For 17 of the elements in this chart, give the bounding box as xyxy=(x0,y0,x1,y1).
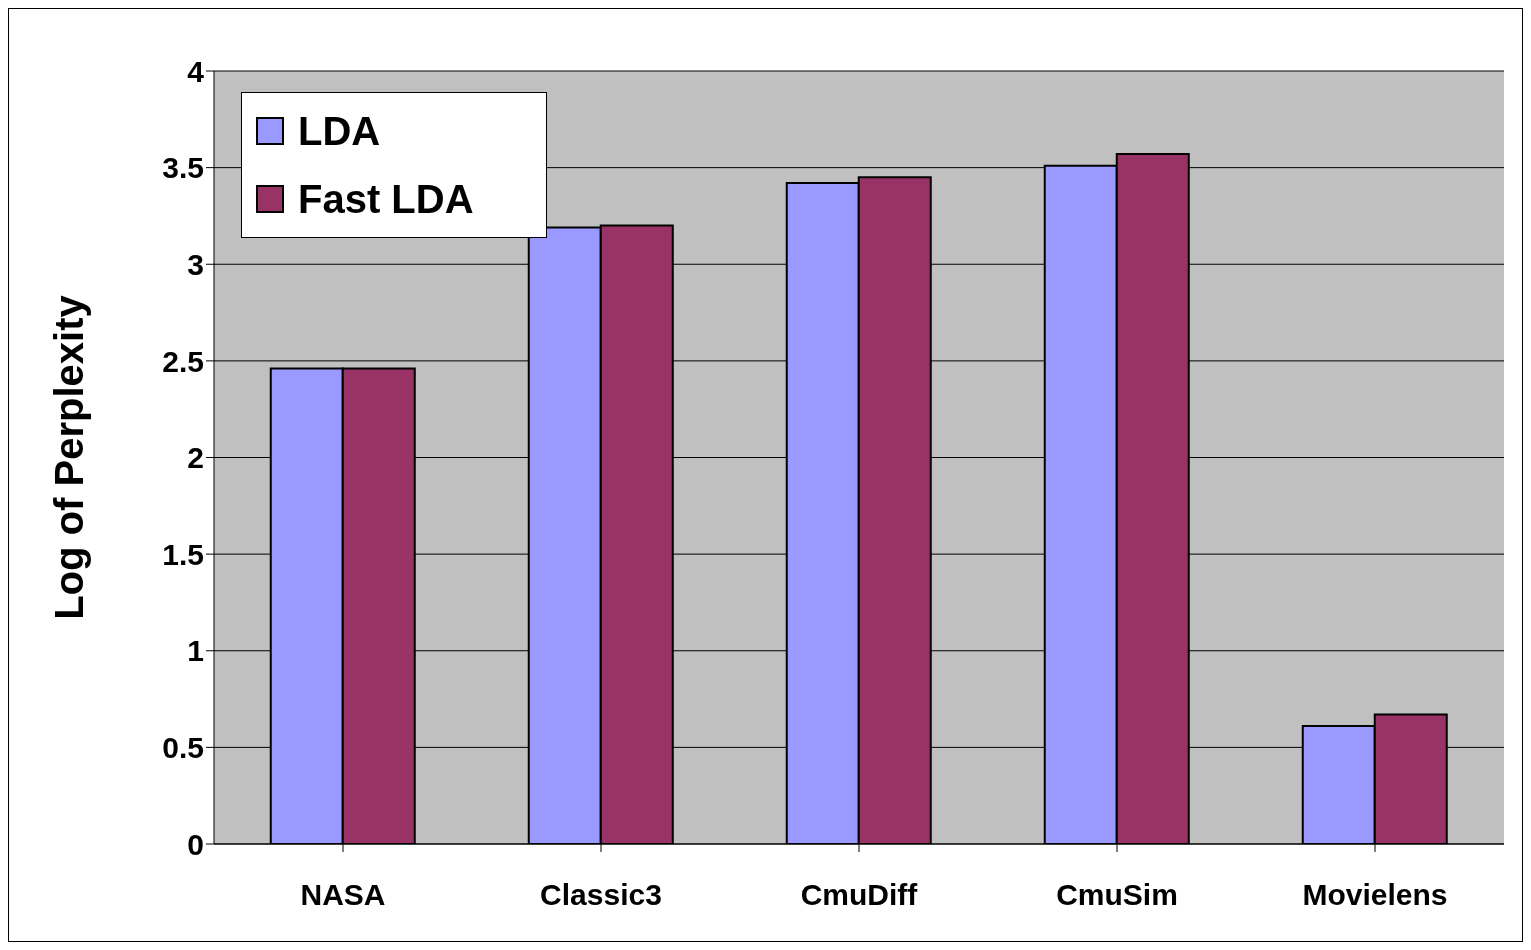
y-tick-label: 3 xyxy=(187,247,204,281)
y-axis-title: Log of Perplexity xyxy=(47,294,92,620)
x-tick-label: CmuDiff xyxy=(800,878,919,912)
y-tick-label: 4 xyxy=(187,54,205,88)
x-tick-label: Movielens xyxy=(1302,878,1448,912)
y-tick-label: 3.5 xyxy=(162,151,204,185)
legend-label: Fast LDA xyxy=(298,176,474,223)
x-tick-label: Classic3 xyxy=(540,878,662,912)
y-tick-label: 0.5 xyxy=(162,731,204,765)
y-tick-label: 2 xyxy=(187,441,204,475)
legend-label: LDA xyxy=(298,108,381,155)
x-tick-label: NASA xyxy=(300,878,386,912)
y-tick-label: 2.5 xyxy=(162,344,204,378)
y-tick-label: 1.5 xyxy=(162,537,204,571)
y-tick-label: 0 xyxy=(187,827,204,861)
y-tick-label: 1 xyxy=(187,634,204,668)
x-tick-label: CmuSim xyxy=(1056,878,1178,912)
